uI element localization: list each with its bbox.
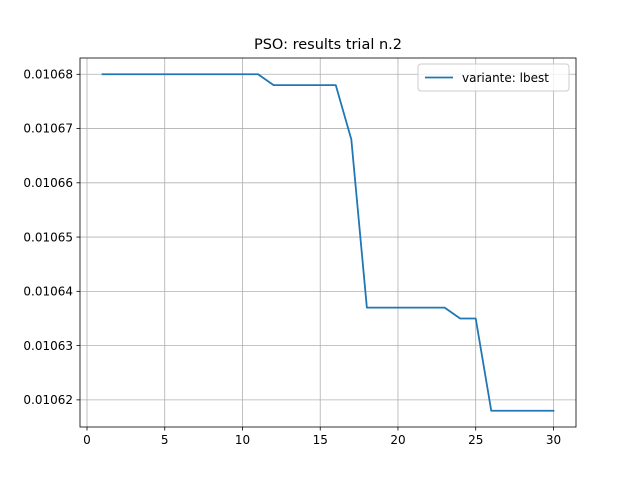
x-tick-label: 20 — [390, 433, 405, 447]
y-tick-label: 0.01062 — [23, 393, 73, 407]
x-tick-label: 15 — [313, 433, 328, 447]
y-tick-label: 0.01065 — [23, 230, 73, 244]
x-tick-label: 0 — [83, 433, 91, 447]
legend: variante: lbest — [417, 63, 570, 92]
x-tick-label: 30 — [546, 433, 561, 447]
y-tick-label: 0.01066 — [23, 176, 73, 190]
series-lines — [101, 73, 555, 412]
axis-ticks: 0 5 10 15 20 25 30 0.01062 0.01063 0.01064 0.01065… — [23, 67, 561, 447]
y-tick-label: 0.01063 — [23, 339, 73, 353]
y-tick-label: 0.01068 — [23, 67, 73, 81]
legend-label: variante: lbest — [462, 71, 549, 85]
x-tick-label: 10 — [235, 433, 250, 447]
chart-title: PSO: results trial n.2 — [254, 37, 402, 53]
legend-box — [417, 63, 570, 92]
y-tick-label: 0.01067 — [23, 122, 73, 136]
y-tick-label: 0.01064 — [23, 285, 73, 299]
x-tick-label: 25 — [468, 433, 483, 447]
series-line — [101, 73, 555, 412]
plot-frame — [79, 57, 577, 428]
x-tick-label: 5 — [161, 433, 169, 447]
gridlines — [80, 58, 576, 427]
